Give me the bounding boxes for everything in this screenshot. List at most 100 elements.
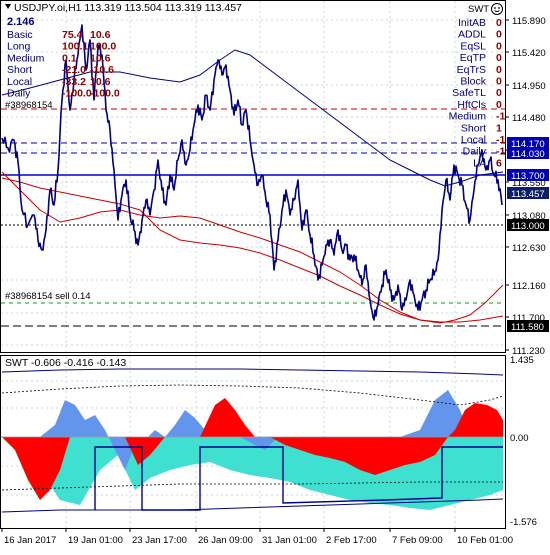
time-tick: 31 Jan 01:00 [262,535,317,546]
chart-header: USDJPY.oi,H1 113.319 113.504 113.319 113… [5,2,242,28]
long-ma-line [1,49,504,187]
info-value-2: 10.6 [90,52,111,64]
chevron-down-icon [5,4,11,9]
info-label: Medium [7,52,45,64]
status-label: LA [473,157,486,169]
info-value-2: 100.0 [90,41,116,53]
info-value-2: -10.6 [90,64,114,76]
info-label: Long [7,41,31,53]
level-lines [1,108,505,327]
status-value: 0 [496,29,502,41]
info-value-1: 0.1 [62,52,77,64]
order-tag: #38968154 [5,100,53,111]
info-label: Basic [7,29,33,41]
step-line [94,446,503,511]
status-value: 0 [496,87,502,99]
price-tick: 114.950 [512,81,546,92]
price-tick: 113.550 [512,178,546,189]
info-value-1: 75.4 [62,29,83,41]
info-label: Daily [7,88,31,100]
status-value: 0 [496,52,502,64]
price-tick: 115.890 [512,16,546,27]
price-tag-text: 113.700 [511,171,545,182]
indicator-tick: 0.00 [510,433,529,444]
price-tag-box [507,169,549,181]
info-value-2: 10.6 [90,29,111,41]
price-tag-text: 114.030 [511,149,545,160]
info-value-1: -33.2 [62,76,86,88]
info-value-2: -100.0 [90,88,120,100]
price-tag-text: 113.000 [511,221,545,232]
lower-dotted-band [1,481,503,491]
status-value: 1 [496,122,502,134]
price-tag-box [507,137,549,149]
smiley-icon [491,3,503,15]
info-value-1: -100.0 [62,88,92,100]
sell-order-label: #38968154 sell 0.14 [5,291,91,302]
status-value: 0 [496,17,502,29]
info-label: Short [7,64,32,76]
status-value: 0 [496,40,502,52]
time-tick: 2 Feb 17:00 [326,535,377,546]
info-value-1: -21.0 [62,64,86,76]
upper-dotted-band [1,384,504,406]
price-line [1,24,503,321]
status-value: 0 [496,76,502,88]
info-value-2: 10.6 [90,76,111,88]
red-area [2,398,503,500]
price-tag-box [507,147,549,159]
time-tick: 10 Feb 01:00 [457,535,513,546]
indicator-axis: 1.435 0.00 -1.576 [510,355,537,528]
status-label: Medium [449,111,487,123]
time-axis: 16 Jan 2017 19 Jan 01:00 23 Jan 17:00 26 Ja… [1,528,513,546]
status-value: -1 [496,134,505,146]
time-tick: 23 Jan 17:00 [132,535,187,546]
status-label: EqTrS [457,64,486,76]
swt-header: SWT [468,3,503,15]
indicator-name: SWT [468,4,489,15]
status-label: EqSL [460,40,486,52]
time-tick: 26 Jan 09:00 [198,535,253,546]
status-value: 0 [496,64,502,76]
red-ma-line-1 [1,171,504,324]
status-label: Short [461,122,486,134]
price-tag-text: 111.580 [511,322,544,333]
red-ma-line-2 [1,177,504,323]
status-value: 6 [496,157,502,169]
symbol-line: USDJPY.oi,H1 113.319 113.504 113.319 113… [14,2,242,14]
price-tick: 114.480 [512,113,546,124]
price-tick: 113.080 [512,211,546,222]
time-tick: 19 Jan 01:00 [68,535,123,546]
info-value-1: 100.1 [62,41,88,53]
price-tick: 112.160 [512,281,546,292]
status-value: -1 [496,111,505,123]
price-tick: 111.230 [512,346,545,357]
status-panel: InitAB 0 ADDL 0 EqSL 0 EqTP 0 EqTrS 0 Block 0 SafeTL… [449,17,506,169]
info-label: Local [7,76,32,88]
price-tag-text: 114.170 [511,139,545,150]
price-axis: 115.890115.420114.950114.480114.010113.5… [505,16,546,357]
price-tag-text: 113.457 [511,189,545,200]
price-tick: 111.700 [512,313,545,324]
upper-band [1,368,504,376]
status-label: Block [460,76,486,88]
time-tick: 16 Jan 2017 [4,535,56,546]
lower-band [1,498,504,513]
status-label: ADDL [458,29,486,41]
status-label: SafeTL [452,87,486,99]
blue-area [2,390,503,470]
status-label: HftCls [457,99,486,111]
status-value: -1 [496,146,505,158]
info-block: Basic 75.4 10.6 Long 100.1 100.0 Medium 0.1 10.6… [7,29,120,100]
status-label: InitAB [458,17,486,29]
indicator-tick: 1.435 [510,355,534,366]
status-label: EqTP [460,52,486,64]
indicator-tick: -1.576 [510,517,537,528]
spread-value: 2.146 [7,16,35,28]
time-tick: 7 Feb 09:00 [392,535,443,546]
price-tag-box [507,320,549,332]
status-label: Daily [463,146,487,158]
price-tick: 115.420 [512,48,546,59]
